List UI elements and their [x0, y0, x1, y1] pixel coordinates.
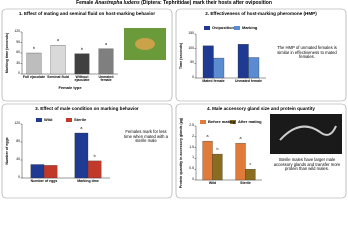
bar [87, 160, 102, 179]
title-part: (Diptera: Tephritidae) mark their hosts … [141, 0, 272, 6]
legend-swatch [66, 118, 72, 122]
bar [26, 52, 42, 75]
y-tick-label: 2.5 [189, 123, 194, 127]
y-tick-label: 120 [14, 121, 20, 125]
bar [50, 45, 66, 75]
legend-label: Before mating [208, 118, 235, 124]
x-tick-label: Seminal fluid [47, 74, 69, 79]
y-tick-label: 120 [14, 29, 20, 33]
legend-label: Marking [242, 24, 258, 30]
y-axis-label: Protein quantity in accessory glands (µg… [179, 117, 184, 189]
y-tick-label: 1 [192, 155, 194, 160]
panel [175, 103, 347, 199]
significance-letter: b [93, 153, 96, 158]
y-tick-label: 100 [188, 45, 194, 50]
legend-swatch [234, 26, 240, 30]
x-tick-label: Unmated female [234, 78, 263, 83]
bar [245, 169, 256, 181]
y-tick-label: 0 [18, 175, 20, 179]
canvas [1, 8, 347, 199]
y-axis-label: Marking time (seconds) [5, 32, 10, 74]
significance-letter: b [80, 46, 83, 51]
x-tick-label: Unmated female [98, 74, 114, 83]
y-tick-label: 50 [190, 60, 194, 65]
y-tick-label: 0 [18, 71, 20, 75]
bar [235, 143, 246, 181]
x-tick-label: Full ejaculate [22, 74, 46, 79]
y-tick-label: 150 [188, 31, 194, 35]
y-axis-label: Time (seconds) [179, 42, 184, 70]
panel [175, 8, 347, 102]
bar [74, 132, 89, 179]
x-tick-label: Without ejaculate [74, 74, 90, 83]
panel-note: The HMP of unmated females is similar in… [277, 45, 337, 60]
legend-label: Oviposition [212, 24, 234, 30]
bar [237, 44, 249, 79]
species: Anastrepha ludens [94, 0, 140, 6]
page-title: Female Anastrepha ludens (Diptera: Tephr… [0, 0, 348, 7]
panel [1, 103, 173, 199]
panel-title: 4. Male accessory gland size and protein… [207, 106, 315, 111]
y-tick-label: 60 [16, 50, 20, 54]
significance-letter: a [104, 41, 107, 46]
x-tick-label: Wild [208, 180, 217, 185]
significance-letter: c [249, 162, 252, 167]
legend-swatch [36, 118, 42, 122]
bar [248, 57, 260, 79]
panel [1, 8, 173, 102]
bar [212, 153, 223, 181]
legend-label: Wild [44, 116, 53, 122]
panel-title: 3. Effect of male condition on marking b… [35, 106, 139, 111]
y-tick-label: 2 [192, 133, 194, 138]
x-axis-label: Female type [58, 85, 82, 90]
legend-swatch [200, 120, 206, 124]
legend-label: Sterile [74, 116, 87, 122]
y-axis-label: Number of eggs [5, 137, 10, 165]
y-tick-label: 0 [192, 75, 194, 79]
panel-note: Females mark for less time when mated wi… [124, 129, 168, 144]
y-tick-label: 30 [16, 60, 20, 65]
y-tick-label: 0.5 [189, 166, 194, 171]
x-tick-label: Mated female [202, 78, 225, 83]
panel-title: 1. Effect of mating and seminal fluid on… [18, 11, 156, 16]
significance-letter: a [206, 134, 209, 139]
panel-note: Sterile males have larger male accessory… [273, 157, 341, 172]
x-tick-label: Number of eggs [30, 178, 58, 183]
y-tick-label: 1.5 [189, 144, 194, 149]
legend-label: After mating [238, 118, 262, 124]
y-tick-label: 80 [16, 139, 20, 143]
title-part: Female [76, 0, 94, 6]
legend-swatch [230, 120, 236, 124]
bar [202, 140, 213, 181]
gland-micrograph [279, 125, 337, 141]
bar [43, 165, 58, 179]
legend-swatch [204, 26, 210, 30]
fly-photo [135, 38, 155, 50]
significance-letter: a [56, 38, 59, 43]
x-tick-label: Sterile [240, 180, 251, 185]
bar [213, 57, 225, 79]
significance-letter: b [32, 46, 35, 50]
y-tick-label: 40 [16, 157, 20, 161]
bar [98, 48, 114, 75]
y-tick-label: 90 [16, 39, 20, 44]
panel-title: 2. Effectiveness of host-marking pheromo… [205, 11, 317, 16]
significance-letter: b [216, 147, 219, 152]
graphical-abstract: Female Anastrepha ludens (Diptera: Tephr… [0, 0, 348, 200]
bar [202, 45, 214, 79]
bar [74, 53, 90, 75]
significance-letter: a [239, 136, 242, 141]
significance-letter: a [80, 126, 83, 130]
x-tick-label: Marking time [77, 178, 99, 183]
bar [30, 164, 45, 179]
y-tick-label: 0 [192, 177, 194, 181]
